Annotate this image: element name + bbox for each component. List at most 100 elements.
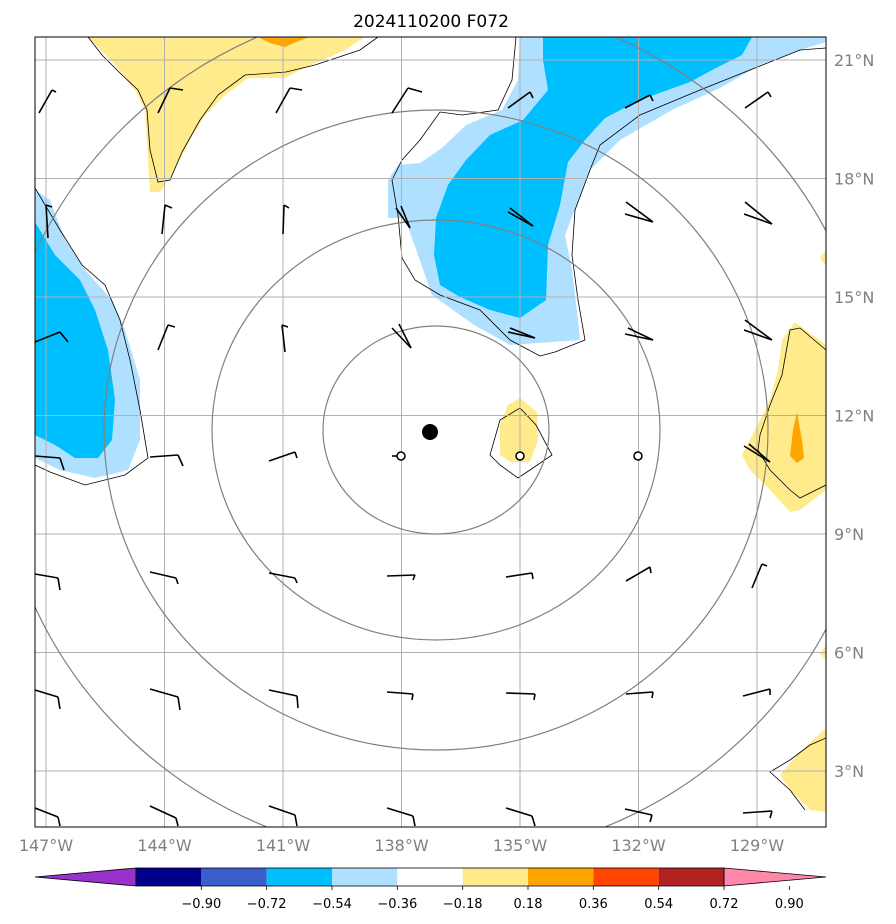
wind-barb [268, 572, 298, 584]
reference-point-138w [396, 451, 406, 461]
lon-tick-label-6: 129°W [730, 836, 785, 855]
range-ring-6deg [211, 219, 661, 641]
lat-tick-label-5: 18°N [834, 170, 874, 189]
wind-barb [268, 805, 298, 827]
colorbar-label-1: −0.72 [247, 897, 287, 912]
wind-barb [35, 807, 61, 827]
colorbar-extend-high [723, 867, 827, 887]
contour-line-north [87, 37, 379, 183]
wind-barb [751, 563, 768, 589]
wind-barb [743, 443, 771, 463]
grid-lines [35, 37, 826, 827]
wind-barb [507, 91, 534, 109]
wind-barb [38, 89, 57, 114]
contour-line-east [757, 327, 826, 499]
lat-tick-label-4: 15°N [834, 288, 874, 307]
wind-barb [275, 87, 303, 114]
lon-tick-label-0: 147°W [19, 836, 74, 855]
colorbar-segment-3 [332, 868, 398, 886]
colorbar-label-9: 0.90 [775, 897, 804, 912]
colorbar-labels: −0.90 −0.72 −0.54 −0.36 −0.18 0.18 0.36 0.54 0.7… [181, 886, 804, 912]
wind-barb [624, 94, 654, 109]
contour-blue-west [35, 222, 115, 458]
lon-tick-label-3: 138°W [374, 836, 429, 855]
wind-barb [149, 805, 179, 827]
contour-orange-east [790, 412, 804, 463]
wind-barb [35, 331, 69, 343]
colorbar-segment-0 [136, 868, 202, 886]
wind-barb [505, 692, 536, 701]
wind-barb [507, 327, 536, 339]
colorbar-segment-2 [266, 868, 332, 886]
colorbar-segment-5 [462, 868, 528, 886]
reference-point-135w [515, 451, 525, 461]
wind-barb [161, 204, 173, 235]
contour-yellow-east [742, 322, 826, 512]
wind-barb [742, 810, 773, 819]
wind-barb [505, 572, 534, 580]
wind-barb [743, 201, 773, 225]
latitude-tick-labels: 3°N 6°N 9°N 12°N 15°N 18°N 21°N [834, 51, 874, 781]
colorbar-segment-1 [201, 868, 267, 886]
colorbar-label-6: 0.36 [579, 897, 608, 912]
colorbar-label-4: −0.18 [443, 897, 483, 912]
wind-barb [149, 688, 181, 711]
colorbar-segment-4 [397, 868, 463, 886]
wind-barb [268, 451, 298, 462]
wind-barb [625, 566, 652, 582]
lon-tick-label-1: 144°W [137, 836, 192, 855]
lat-tick-label-0: 3°N [834, 762, 864, 781]
map-plot-area [35, 37, 826, 827]
wind-barb [624, 201, 654, 223]
wind-barb [157, 324, 176, 351]
longitude-tick-labels: 147°W 144°W 141°W 138°W 135°W 132°W 129°W [19, 836, 785, 855]
contour-yellow-southeast [780, 728, 826, 812]
contour-line-southeast [769, 737, 826, 811]
colorbar-label-0: −0.90 [181, 897, 221, 912]
filled-contours [35, 37, 826, 812]
wind-barb [268, 689, 299, 709]
colorbar [34, 867, 827, 887]
wind-barb [507, 207, 534, 227]
figure-title: 2024110200 F072 [353, 12, 509, 32]
colorbar-segment-7 [593, 868, 659, 886]
wind-barb [391, 87, 423, 114]
range-rings [35, 37, 826, 827]
wind-barb [743, 319, 773, 341]
wind-barb [391, 323, 412, 349]
wind-barb [157, 87, 184, 114]
lon-tick-label-2: 141°W [256, 836, 311, 855]
contour-orange-north [258, 37, 310, 47]
contour-line-center [489, 407, 553, 479]
lat-tick-label-2: 9°N [834, 525, 864, 544]
lat-tick-label-1: 6°N [834, 644, 864, 663]
wind-barb [742, 688, 771, 697]
storm-center-marker [422, 424, 438, 440]
colorbar-extend-low [34, 867, 137, 887]
wind-barb [45, 204, 53, 239]
contour-line-west [35, 187, 149, 486]
wind-barb [395, 205, 411, 229]
map-frame [34, 36, 827, 828]
contour-blue-north [434, 37, 752, 318]
wind-barb [149, 454, 184, 467]
colorbar-frame [135, 867, 725, 887]
colorbar-segment-6 [528, 868, 594, 886]
colorbar-segment-8 [658, 868, 724, 886]
wind-barb [624, 808, 653, 823]
wind-barbs [35, 87, 773, 827]
colorbar-label-3: −0.36 [377, 897, 417, 912]
wind-barb [35, 455, 65, 471]
wind-barb [35, 573, 61, 591]
wind-barb [281, 324, 289, 353]
wind-barb [624, 327, 654, 341]
colorbar-label-8: 0.72 [710, 897, 739, 912]
wind-barb [386, 807, 416, 827]
contour-line-north-center [391, 37, 826, 357]
colorbar-label-2: −0.54 [312, 897, 352, 912]
lon-tick-label-4: 135°W [493, 836, 548, 855]
wind-barb [744, 91, 772, 109]
lon-tick-label-5: 132°W [611, 836, 666, 855]
range-ring-9deg [103, 109, 769, 751]
